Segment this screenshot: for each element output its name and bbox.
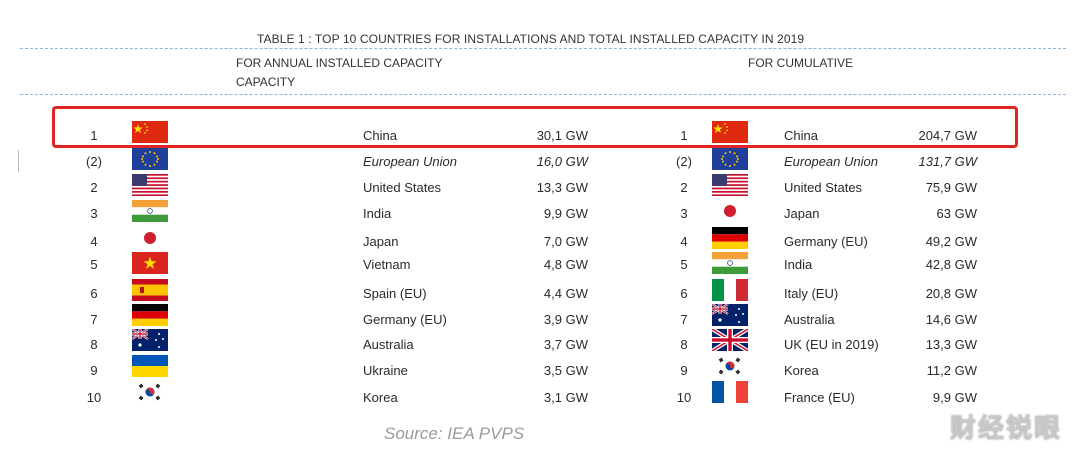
annual-value: 3,7 GW <box>543 337 588 352</box>
france-flag <box>712 381 748 403</box>
cumulative-value: 75,9 GW <box>925 180 977 195</box>
cumulative-country: Japan <box>784 206 820 221</box>
germany-flag <box>132 304 168 326</box>
cumulative-country: Italy (EU) <box>784 286 839 301</box>
cumulative-country: Germany (EU) <box>784 234 868 249</box>
divider-header <box>20 94 1066 95</box>
annual-header: FOR ANNUAL INSTALLED CAPACITY CAPACITY <box>236 54 443 92</box>
annual-country: Vietnam <box>363 257 411 272</box>
cumulative-rank: 6 <box>680 286 688 301</box>
eu-flag <box>712 148 748 170</box>
japan-flag <box>132 227 168 249</box>
ukraine-flag <box>132 355 168 377</box>
eu-flag <box>132 148 168 170</box>
cumulative-value: 42,8 GW <box>925 257 977 272</box>
cumulative-country: Australia <box>784 312 835 327</box>
cumulative-value: 13,3 GW <box>925 337 977 352</box>
annual-value: 30,1 GW <box>536 128 588 143</box>
cumulative-rank: (2) <box>676 154 692 169</box>
india-flag <box>712 252 748 274</box>
australia-flag <box>712 304 748 326</box>
china-flag <box>132 121 168 143</box>
cumulative-rank: 2 <box>680 180 688 195</box>
annual-value: 16,0 GW <box>536 154 588 169</box>
cumulative-rank: 10 <box>676 390 692 405</box>
highlight-box <box>52 106 1018 148</box>
annual-rank: 8 <box>90 337 98 352</box>
cumulative-country: Korea <box>784 363 819 378</box>
cumulative-rank: 4 <box>680 234 688 249</box>
korea-flag <box>132 381 168 403</box>
annual-value: 4,4 GW <box>543 286 588 301</box>
cumulative-rank: 1 <box>680 128 688 143</box>
annual-country: Spain (EU) <box>363 286 427 301</box>
annual-rank: 7 <box>90 312 98 327</box>
annual-country: China <box>363 128 397 143</box>
italy-flag <box>712 279 748 301</box>
annual-rank: 5 <box>90 257 98 272</box>
cumulative-value: 9,9 GW <box>932 390 977 405</box>
annual-country: United States <box>363 180 442 195</box>
annual-rank: (2) <box>86 154 102 169</box>
cumulative-value: 20,8 GW <box>925 286 977 301</box>
usa-flag <box>712 174 748 196</box>
annual-value: 3,1 GW <box>543 390 588 405</box>
japan-flag <box>712 200 748 222</box>
cumulative-country: United States <box>784 180 863 195</box>
spain-flag <box>132 279 168 301</box>
germany-flag <box>712 227 748 249</box>
annual-rank: 9 <box>90 363 98 378</box>
cumulative-country: UK (EU in 2019) <box>784 337 879 352</box>
annual-country: Japan <box>363 234 399 249</box>
annual-rank: 2 <box>90 180 98 195</box>
cumulative-country: China <box>784 128 818 143</box>
annual-rank: 6 <box>90 286 98 301</box>
india-flag <box>132 200 168 222</box>
cumulative-header: FOR CUMULATIVE <box>748 56 854 70</box>
vietnam-flag <box>132 252 168 274</box>
annual-value: 3,5 GW <box>543 363 588 378</box>
cumulative-rank: 8 <box>680 337 688 352</box>
annual-country: Korea <box>363 390 398 405</box>
cumulative-value: 131,7 GW <box>918 154 977 169</box>
cumulative-rank: 3 <box>680 206 688 221</box>
cumulative-rank: 5 <box>680 257 688 272</box>
annual-value: 13,3 GW <box>536 180 588 195</box>
annual-rank: 3 <box>90 206 98 221</box>
cumulative-country: European Union <box>784 154 878 169</box>
cumulative-country: France (EU) <box>784 390 855 405</box>
cumulative-value: 49,2 GW <box>925 234 977 249</box>
china-flag <box>712 121 748 143</box>
annual-header-line2: CAPACITY <box>236 75 296 89</box>
table-title: TABLE 1 : TOP 10 COUNTRIES FOR INSTALLAT… <box>257 32 805 46</box>
cumulative-country: India <box>784 257 813 272</box>
usa-flag <box>132 174 168 196</box>
cumulative-value: 11,2 GW <box>926 363 977 378</box>
annual-rank: 10 <box>86 390 102 405</box>
annual-value: 7,0 GW <box>543 234 588 249</box>
uk-flag <box>712 329 748 351</box>
annual-value: 3,9 GW <box>543 312 588 327</box>
korea-flag <box>712 355 748 377</box>
annual-rank: 4 <box>90 234 98 249</box>
cumulative-value: 14,6 GW <box>925 312 977 327</box>
annual-value: 4,8 GW <box>543 257 588 272</box>
annual-country: Ukraine <box>363 363 408 378</box>
divider-top <box>20 48 1066 49</box>
cumulative-rank: 7 <box>680 312 688 327</box>
annual-value: 9,9 GW <box>543 206 588 221</box>
source-note: Source: IEA PVPS <box>384 424 525 443</box>
annual-country: Germany (EU) <box>363 312 447 327</box>
cumulative-value: 204,7 GW <box>918 128 977 143</box>
watermark: 财经锐眼 <box>949 413 1062 443</box>
cumulative-rank: 9 <box>680 363 688 378</box>
margin-mark <box>18 150 19 172</box>
australia-flag <box>132 329 168 351</box>
annual-rank: 1 <box>90 128 98 143</box>
annual-country: India <box>363 206 392 221</box>
annual-country: Australia <box>363 337 414 352</box>
annual-country: European Union <box>363 154 457 169</box>
cumulative-value: 63 GW <box>936 206 977 221</box>
annual-header-line1: FOR ANNUAL INSTALLED CAPACITY <box>236 56 443 70</box>
